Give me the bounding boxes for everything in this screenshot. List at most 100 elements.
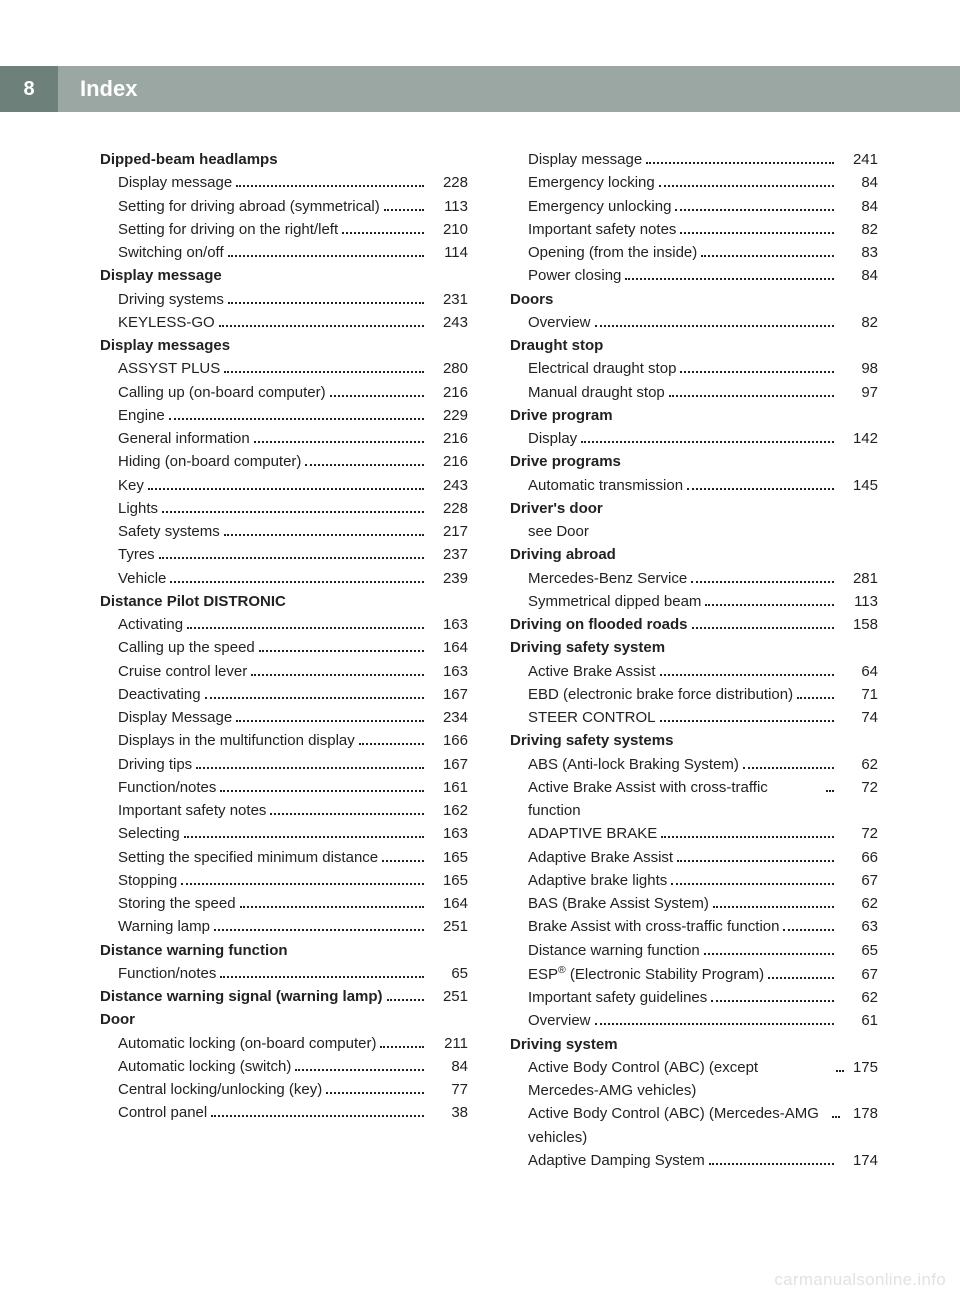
entry-page: 174 [838,1149,878,1172]
entry-label: Power closing [528,264,621,287]
index-entry: Adaptive Brake Assist 66 [510,846,878,869]
leader-dots [169,418,424,420]
index-entry: ABS (Anti-lock Braking System)62 [510,753,878,776]
entry-page: 113 [428,195,468,218]
index-entry: Selecting163 [100,822,468,845]
leader-dots [387,999,424,1001]
entry-page: 84 [838,171,878,194]
entry-page: 231 [428,288,468,311]
entry-label: Display messages [100,334,230,357]
index-entry: EBD (electronic brake force distribution… [510,683,878,706]
leader-dots [214,929,424,931]
leader-dots [254,441,424,443]
entry-label: Automatic transmission [528,474,683,497]
leader-dots [581,441,834,443]
entry-page: 162 [428,799,468,822]
leader-dots [660,674,834,676]
index-heading: Distance Pilot DISTRONIC [100,590,468,613]
entry-label: Key [118,474,144,497]
index-entry: Cruise control lever163 [100,660,468,683]
index-entry: Overview61 [510,1009,878,1032]
entry-page: 216 [428,381,468,404]
entry-label: Vehicle [118,567,166,590]
index-entry: Power closing84 [510,264,878,287]
leader-dots [236,720,424,722]
entry-label: Distance warning function [100,939,288,962]
leader-dots [680,371,834,373]
entry-label: Cruise control lever [118,660,247,683]
index-entry: Emergency unlocking84 [510,195,878,218]
leader-dots [671,883,834,885]
entry-page: 217 [428,520,468,543]
entry-label: Stopping [118,869,177,892]
entry-label: Emergency locking [528,171,655,194]
entry-label: KEYLESS-GO [118,311,215,334]
leader-dots [240,906,424,908]
leader-dots [187,627,424,629]
entry-page: 74 [838,706,878,729]
entry-label: Setting for driving abroad (symmetrical) [118,195,380,218]
leader-dots [224,371,424,373]
leader-dots [687,488,834,490]
index-entry: Distance warning function65 [510,939,878,962]
index-entry: Calling up (on-board computer) 216 [100,381,468,404]
entry-page: 97 [838,381,878,404]
entry-page: 161 [428,776,468,799]
index-entry: see Door [510,520,878,543]
entry-label: Control panel [118,1101,207,1124]
leader-dots [832,1116,840,1118]
leader-dots [768,977,834,979]
index-entry: Stopping165 [100,869,468,892]
index-entry: Tyres237 [100,543,468,566]
entry-page: 164 [428,636,468,659]
index-entry: Hiding (on-board computer)216 [100,450,468,473]
entry-label: Tyres [118,543,155,566]
entry-label: Activating [118,613,183,636]
entry-page: 229 [428,404,468,427]
index-entry: Calling up the speed 164 [100,636,468,659]
index-entry: Active Brake Assist64 [510,660,878,683]
leader-dots [713,906,834,908]
entry-label: Display message [100,264,222,287]
index-entry: Important safety guidelines62 [510,986,878,1009]
index-entry: STEER CONTROL74 [510,706,878,729]
entry-label: Driving systems [118,288,224,311]
index-entry: Opening (from the inside)83 [510,241,878,264]
entry-label: Distance warning function [528,939,700,962]
entry-label: Distance warning signal (warning lamp) [100,985,383,1008]
entry-page: 82 [838,311,878,334]
entry-page: 216 [428,450,468,473]
index-heading: Driving safety systems [510,729,878,752]
entry-label: Adaptive Brake Assist [528,846,673,869]
entry-label: Calling up the speed [118,636,255,659]
leader-dots [159,557,424,559]
index-heading: Driving system [510,1033,878,1056]
entry-page: 66 [838,846,878,869]
index-entry: Setting for driving abroad (symmetrical)… [100,195,468,218]
index-heading: Draught stop [510,334,878,357]
entry-page: 65 [428,962,468,985]
index-entry: Driving tips 167 [100,753,468,776]
page-number: 8 [0,66,58,112]
leader-dots [743,767,834,769]
index-entry: Setting the specified minimum distance16… [100,846,468,869]
entry-page: 167 [428,753,468,776]
index-entry: Adaptive brake lights67 [510,869,878,892]
entry-page: 228 [428,497,468,520]
index-heading: Dipped-beam headlamps [100,148,468,171]
entry-label: Calling up (on-board computer) [118,381,326,404]
header-title: Index [80,76,137,102]
index-entry: KEYLESS-GO243 [100,311,468,334]
index-entry: Important safety notes162 [100,799,468,822]
entry-page: 163 [428,613,468,636]
entry-label: Warning lamp [118,915,210,938]
entry-page: 158 [838,613,878,636]
index-entry: Activating 163 [100,613,468,636]
entry-label: Driving tips [118,753,192,776]
index-entry: Automatic locking (switch)84 [100,1055,468,1078]
index-entry: Switching on/off114 [100,241,468,264]
entry-label: Driving system [510,1033,618,1056]
entry-page: 67 [838,963,878,986]
entry-label: Safety systems [118,520,220,543]
entry-label: Overview [528,1009,591,1032]
